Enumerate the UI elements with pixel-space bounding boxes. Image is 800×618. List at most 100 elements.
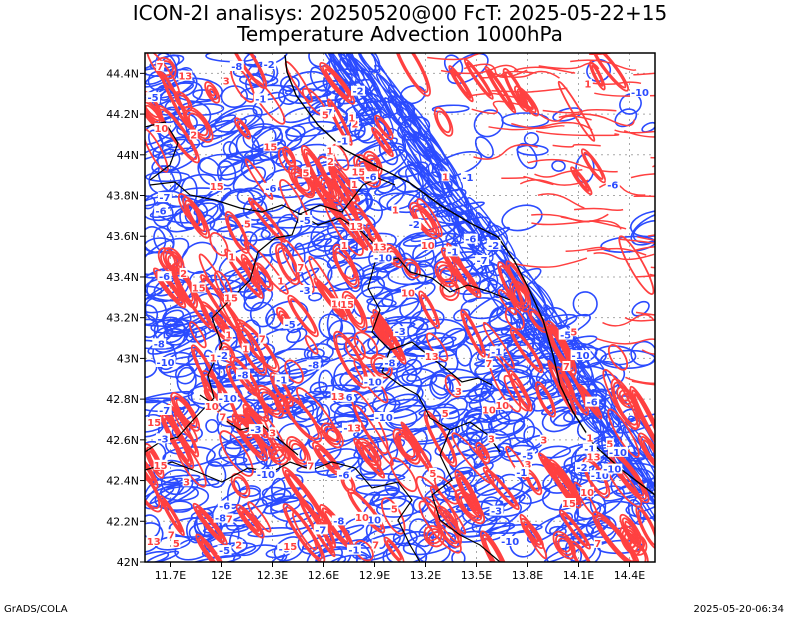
- contour-label-box: [157, 192, 172, 203]
- contour-label-box: [229, 61, 244, 71]
- contour-line-negative: [326, 53, 349, 71]
- contour-line-positive: [209, 232, 229, 257]
- contour-label: 15: [192, 284, 206, 295]
- contour-label: -6: [338, 471, 349, 482]
- contour-label: -5: [148, 93, 159, 104]
- contour-label: -10: [591, 471, 609, 482]
- contour-line-positive: [488, 121, 593, 131]
- contour-line-positive: [354, 404, 394, 466]
- contour-line-negative: [261, 474, 304, 507]
- contour-line-positive: [145, 128, 169, 173]
- contour-label-box: [153, 459, 168, 470]
- chart-title: ICON-2I analisys: 20250520@00 FcT: 2025-…: [133, 1, 668, 25]
- x-axis: 11.7E 12E 12.3E 12.6E 12.9E 13.2E 13.5E 13.8E 14…: [155, 562, 645, 582]
- contour-line-negative: [526, 282, 555, 317]
- contour-line-positive: [513, 66, 576, 74]
- contour-line-positive: [418, 290, 440, 329]
- contour-line-negative: [145, 226, 167, 253]
- contour-label-box: [283, 541, 298, 552]
- contour-line-positive: [313, 277, 348, 321]
- contour-label: 10: [154, 124, 168, 135]
- x-tick-label: 12E: [211, 569, 232, 582]
- contour-label-box: [520, 450, 535, 461]
- contour-line-negative: [371, 384, 424, 414]
- contour-line-negative: [460, 297, 505, 320]
- contour-line-positive: [285, 506, 323, 560]
- contour-line-positive: [552, 530, 576, 560]
- contour-line-negative: [220, 158, 255, 181]
- contour-line-positive: [525, 524, 539, 543]
- contour-line-positive: [574, 207, 624, 211]
- contour-line-positive: [589, 53, 614, 56]
- contour-line-positive: [230, 473, 251, 499]
- contour-label-box: [605, 179, 620, 190]
- contour-label: -8: [237, 370, 248, 381]
- contour-label: -1: [491, 347, 502, 358]
- contour-label-box: [296, 262, 305, 273]
- contour-line-negative: [474, 358, 520, 368]
- contour-label: 3: [223, 76, 230, 87]
- contour-label: -6: [219, 502, 230, 513]
- contour-label: 10: [401, 289, 415, 300]
- contour-line-positive: [637, 509, 655, 547]
- contour-line-positive: [484, 537, 506, 562]
- contour-line-positive: [479, 449, 486, 457]
- contour-label-box: [222, 75, 231, 86]
- contour-label-box: [146, 536, 161, 546]
- contour-line-positive: [485, 469, 517, 507]
- contour-line-positive: [423, 410, 458, 468]
- contour-label: -6: [607, 181, 618, 192]
- contour-label-box: [441, 171, 450, 182]
- contour-label: 13: [178, 72, 192, 83]
- contour-label-box: [217, 393, 238, 404]
- contour-line-positive: [548, 329, 568, 362]
- contour-line-positive: [159, 495, 185, 537]
- contour-line-positive: [583, 151, 604, 180]
- contour-line-positive: [155, 57, 177, 80]
- contour-label-box: [428, 467, 437, 478]
- contour-line-positive: [588, 60, 606, 91]
- contour-line-negative: [408, 518, 435, 548]
- contour-label-box: [481, 404, 496, 415]
- contour-line-positive: [206, 84, 218, 101]
- contour-line-positive: [558, 113, 635, 127]
- contour-label-box: [154, 205, 169, 216]
- contour-line-negative: [574, 501, 607, 527]
- contour-label: 13: [373, 243, 387, 254]
- contour-line-negative: [286, 327, 308, 344]
- contour-line-positive: [636, 236, 655, 241]
- contour-line-positive: [527, 158, 618, 173]
- contour-line-negative: [641, 121, 655, 133]
- contour-label: -5: [285, 320, 296, 331]
- chart-subtitle: Temperature Advection 1000hPa: [236, 22, 563, 46]
- contour-line-positive: [592, 81, 642, 85]
- contour-label-box: [236, 369, 250, 380]
- contour-label-box: [189, 129, 198, 140]
- contour-line-positive: [287, 472, 321, 518]
- contour-label: 7: [372, 540, 379, 551]
- contour-line-negative: [145, 522, 164, 553]
- contour-label: 15: [351, 168, 365, 179]
- contour-line-positive: [403, 258, 421, 279]
- contour-line-positive: [167, 254, 180, 268]
- contour-line-positive: [319, 518, 337, 549]
- contour-line-negative: [406, 160, 451, 222]
- contour-label: -10: [364, 378, 382, 389]
- contour-line-negative: [640, 490, 655, 556]
- contour-line-positive: [539, 114, 592, 122]
- contour-label-box: [302, 167, 310, 178]
- contour-label: -3: [157, 434, 168, 445]
- contour-line-positive: [397, 435, 416, 458]
- contour-line-positive: [267, 442, 290, 466]
- contour-label: 3: [183, 477, 190, 488]
- contour-line-positive: [248, 77, 286, 125]
- contour-line-positive: [631, 380, 655, 386]
- contour-line-negative: [249, 327, 302, 359]
- contour-label: 1: [277, 277, 284, 288]
- contour-label: -8: [384, 359, 395, 370]
- contour-line-positive: [612, 381, 639, 426]
- contour-label: 15: [283, 542, 297, 553]
- contour-line-negative: [219, 268, 267, 293]
- contour-line-negative: [467, 196, 509, 255]
- contour-label-box: [585, 432, 594, 443]
